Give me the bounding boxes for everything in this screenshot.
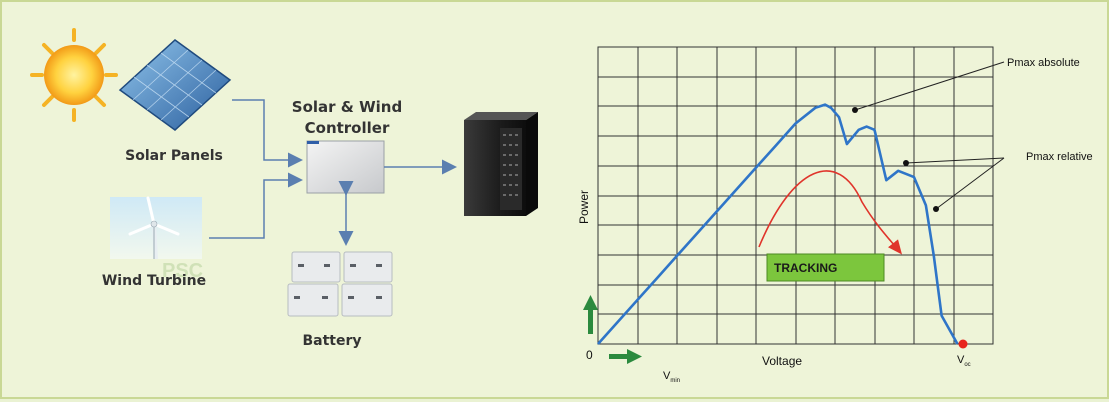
controller-icon: [306, 140, 385, 194]
figure: Solar Panels PSC Wind Turbine Solar & Wi…: [30, 28, 1093, 384]
voc-label: Voc: [957, 354, 971, 368]
wind-turbine-label: Wind Turbine: [102, 273, 206, 289]
pmax-relative-point-2: [933, 206, 939, 212]
chart: TRACKING Pmax absolute Pmax relative Pow…: [577, 46, 1093, 384]
voltage-direction-arrow: [609, 349, 642, 364]
sun-icon: [30, 28, 118, 122]
pmax-absolute-label: Pmax absolute: [1007, 57, 1080, 69]
battery-icon: [287, 251, 393, 317]
origin-label: 0: [586, 348, 593, 362]
vmin-label: Vmin: [663, 370, 680, 384]
pv-curve-line: [597, 103, 959, 345]
solar-panel-icon: [118, 39, 232, 131]
pmax-relative-label: Pmax relative: [1026, 151, 1093, 163]
y-axis-label: Power: [577, 190, 591, 224]
pmax-relative-point-1: [903, 160, 909, 166]
wind-turbine-icon: [110, 196, 202, 260]
pmax-leaders: [854, 61, 1005, 210]
watermark: PSC: [162, 260, 203, 282]
power-direction-arrow: [583, 295, 598, 334]
x-axis-label: Voltage: [762, 354, 802, 368]
solar-panels-label: Solar Panels: [125, 148, 223, 164]
source-connectors: [209, 99, 303, 239]
tracking-box: TRACKING: [766, 253, 885, 282]
tracking-label: TRACKING: [774, 261, 837, 275]
battery-label: Battery: [302, 333, 361, 349]
tracking-arrow: [758, 170, 902, 255]
controller-label-line1: Solar & Wind: [292, 98, 402, 116]
pmax-absolute-point: [852, 107, 858, 113]
inverter-cabinet-icon: [464, 112, 538, 216]
controller-label-line2: Controller: [305, 119, 390, 137]
voc-point: [958, 339, 968, 349]
